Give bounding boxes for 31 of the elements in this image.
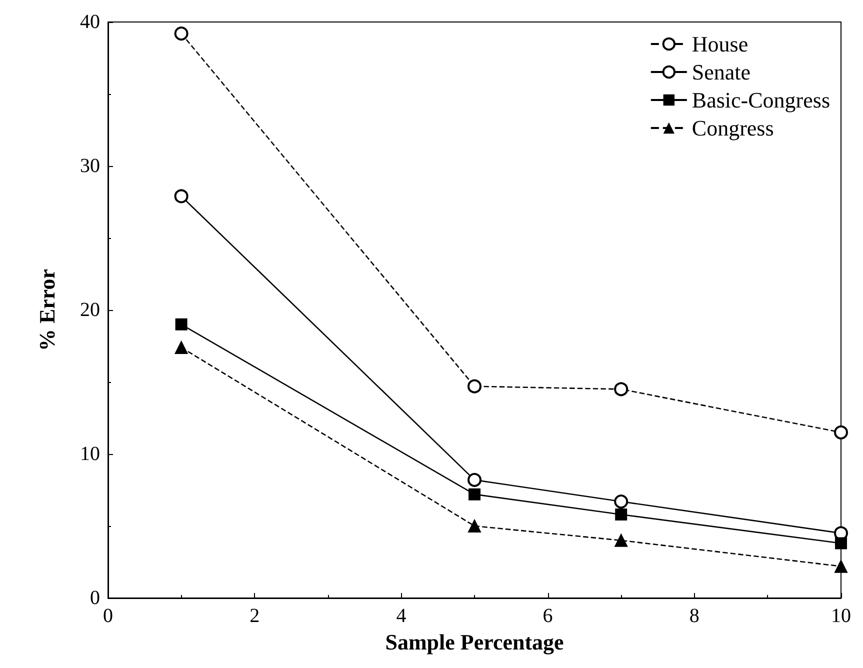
y-tick-label: 10 [80,443,100,465]
point [468,488,480,500]
point [834,425,848,440]
point [614,382,628,396]
point [614,494,628,509]
legend-label: Congress [692,116,774,140]
y-tick-label: 20 [80,299,100,321]
point [174,189,188,204]
x-axis-title: Sample Percentage [385,629,564,654]
point [468,379,482,394]
y-tick-label: 30 [80,155,100,177]
point [835,537,847,550]
x-tick-label: 10 [831,605,851,627]
legend-label: Basic-Congress [692,88,830,112]
point [174,340,188,354]
y-tick-label: 40 [80,11,100,33]
x-tick-label: 6 [542,605,553,627]
point [834,560,848,573]
point [468,472,482,487]
point [174,26,188,41]
point [614,534,628,547]
point [468,520,481,532]
y-tick-label: 0 [90,587,100,609]
point [615,508,628,520]
x-tick-label: 4 [396,605,406,627]
x-tick-label: 2 [250,605,260,627]
point [175,318,188,330]
y-axis-title: % Error [34,268,60,352]
legend-label: Senate [692,60,751,84]
x-tick-label: 8 [689,605,700,627]
legend-label: House [692,32,748,56]
